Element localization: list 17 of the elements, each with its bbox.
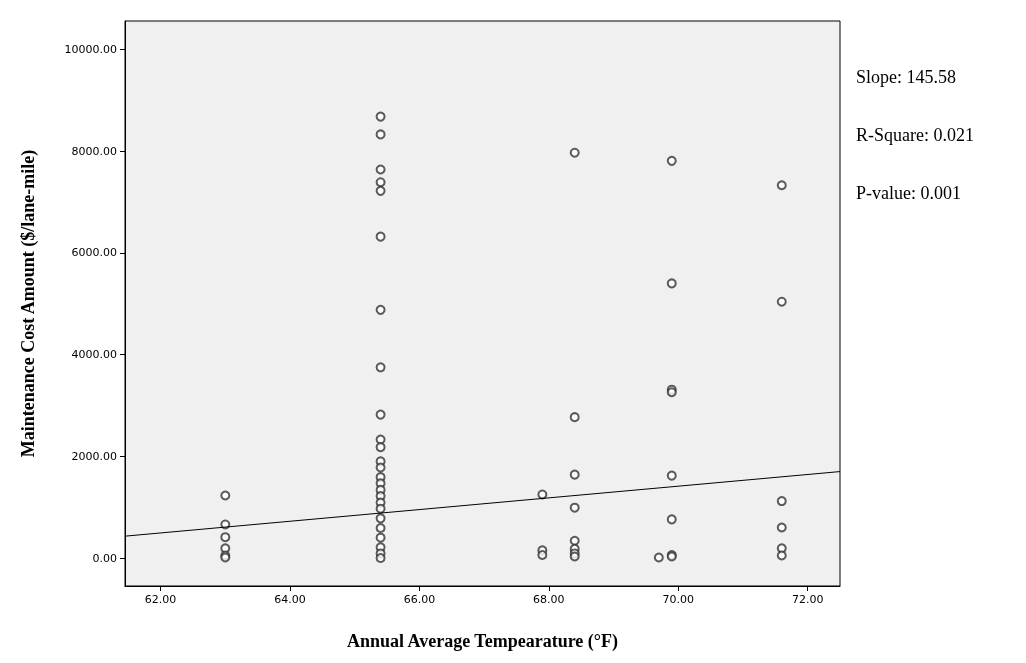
x-axis-title: Annual Average Tempearature (°F) [346,631,619,652]
x-tick-label: 64.00 [274,593,306,606]
text: R-Square: 0.021 [856,125,974,145]
y-tick-label: 8000.00 [71,144,117,158]
text: P-value: 0.001 [856,183,961,203]
text: Slope: 145.58 [856,67,957,87]
y-tick-label: 0.00 [92,551,117,565]
y-tick-label: 10000.00 [64,42,117,56]
x-tick-label: 66.00 [403,593,436,606]
y-tick-label: 2000.00 [71,449,117,463]
x-tick-label: 70.00 [662,593,694,606]
y-tick-label: 6000.00 [71,246,117,260]
y-axis-title: Maintenance Cost Amount ($/lane-mile) [18,149,39,458]
x-tick-label: 62.00 [144,593,177,606]
y-tick-label: 4000.00 [71,348,117,362]
x-tick-label: 68.00 [533,593,565,606]
x-tick-label: 72.00 [791,593,824,606]
